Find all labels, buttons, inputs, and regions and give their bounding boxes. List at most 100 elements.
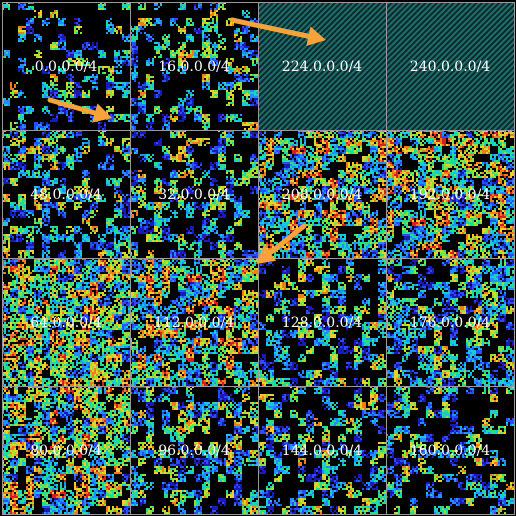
heat-dot [110,120,112,122]
heat-dot [14,206,16,208]
heat-dot [50,48,52,50]
heat-dot [244,102,246,104]
heat-dot [228,62,230,64]
heat-dot [10,214,12,216]
heat-dot [14,168,16,170]
heat-dot [240,182,242,184]
heat-dot [122,60,124,62]
heat-dot [74,192,76,194]
heat-dot [228,82,230,84]
heat-dot [250,192,252,194]
heat-dot [42,22,44,24]
heat-dot [180,200,182,202]
heat-dot [84,46,86,48]
heat-dot [230,188,232,190]
heat-dot [158,192,160,194]
heat-dot [118,232,120,234]
heat-dot [226,142,228,144]
heat-dot [174,176,176,178]
heat-dot [56,120,58,122]
heat-dot [210,168,212,170]
heat-dot [208,76,210,78]
heat-dot [144,104,146,106]
heat-dot [112,220,114,222]
heat-dot [146,126,148,128]
heat-dot [108,24,110,26]
heat-dot [184,160,186,162]
heat-dot [242,100,244,102]
heat-dot [64,48,66,50]
heat-dot [18,116,20,118]
heat-dot [244,32,246,34]
heat-dot [172,190,174,192]
heat-dot [142,88,144,90]
heat-dot [206,30,208,32]
heat-dot [228,102,230,104]
heat-dot [26,108,28,110]
heat-dot [102,250,104,252]
heat-dot [202,204,204,206]
heat-dot [58,236,60,238]
heat-dot [136,196,138,198]
heat-dot [10,122,12,124]
heat-dot [24,120,26,122]
heat-dot [256,40,258,42]
heat-dot [182,202,184,204]
heat-dot [102,144,104,146]
heat-dot [218,168,220,170]
heat-dot [16,136,18,138]
heat-dot [42,210,44,212]
heat-dot [214,180,216,182]
heat-dot [60,162,62,164]
heat-dot [54,178,56,180]
heat-dot [224,208,226,210]
heat-dot [192,162,194,164]
heat-dot [244,134,246,136]
heat-dot [156,182,158,184]
heat-dot [10,212,12,214]
heat-dot [102,140,104,142]
heat-dot [84,152,86,154]
heat-dot [44,152,46,154]
heat-dot [172,200,174,202]
heat-dot [248,136,250,138]
heat-dot [124,86,126,88]
heat-dot [180,154,182,156]
heat-dot [204,116,206,118]
heat-dot [64,46,66,48]
heat-dot [150,22,152,24]
heat-dot [48,202,50,204]
heat-dot [34,168,36,170]
heat-dot [114,194,116,196]
heat-dot [164,122,166,124]
heat-dot [62,212,64,214]
heat-dot [96,48,98,50]
heat-dot [46,212,48,214]
heat-dot [86,240,88,242]
heat-dot [186,102,188,104]
heat-dot [46,110,48,112]
heat-dot [226,92,228,94]
heat-dot [106,248,108,250]
heat-dot [144,174,146,176]
heat-dot [86,198,88,200]
heat-dot [108,218,110,220]
heat-dot [92,210,94,212]
heat-dot [242,44,244,46]
heat-dot [114,52,116,54]
heat-dot [158,18,160,20]
heat-dot [122,206,124,208]
heat-dot [72,154,74,156]
heat-dot [240,86,242,88]
heat-dot [120,192,122,194]
heat-dot [234,158,236,160]
heat-dot [136,58,138,60]
heat-dot [184,176,186,178]
heat-dot [60,190,62,192]
heat-dot [106,226,108,228]
heat-dot [128,120,130,122]
heat-dot [230,88,232,90]
heat-dot [160,4,162,6]
heat-dot [112,26,114,28]
heat-dot [182,48,184,50]
